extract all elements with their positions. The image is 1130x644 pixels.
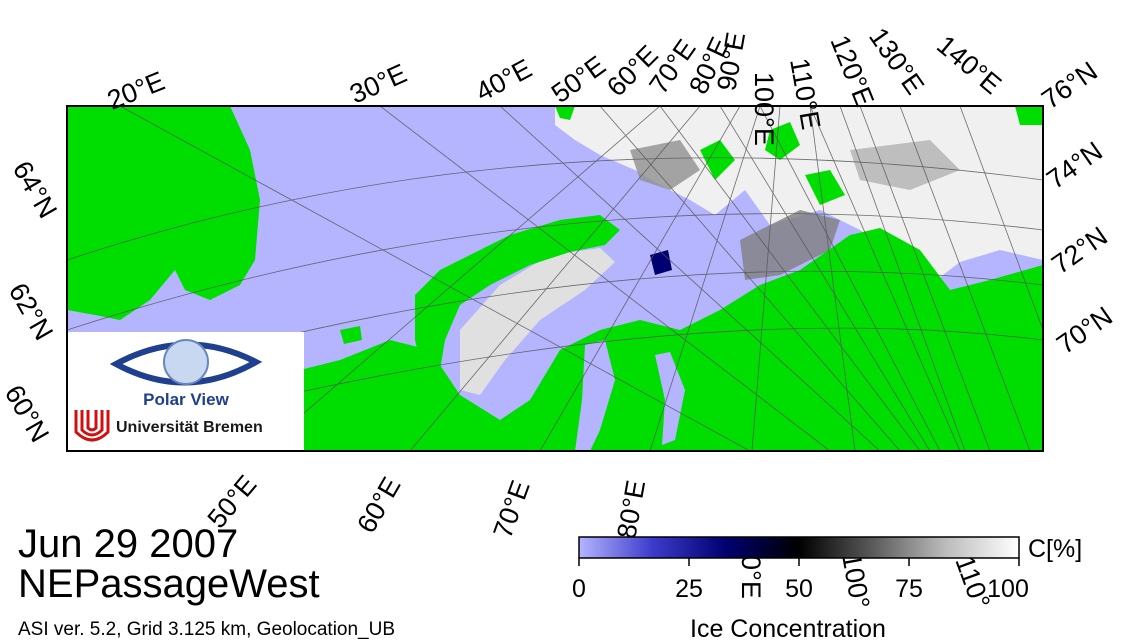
svalbard-land [555, 106, 575, 120]
longitude-label: 60°E [351, 472, 406, 538]
severnaya-zemlya [700, 140, 735, 180]
new-siberian-islands [1015, 106, 1043, 125]
date-title: Jun 29 2007 [18, 522, 239, 566]
graticule [67, 106, 1043, 451]
latitude-label: 62°N [3, 278, 59, 345]
ob-gulf-water [575, 340, 615, 451]
longitude-label: 40°E [471, 53, 537, 107]
island-1 [340, 326, 362, 344]
greenland-land [67, 106, 260, 320]
map-frame [66, 105, 1044, 452]
region-title: NEPassageWest [18, 562, 320, 606]
latitude-label: 64°N [7, 156, 63, 223]
colorbar [578, 536, 1020, 559]
logo-institution: Universität Bremen [116, 419, 263, 436]
yenisei-gulf-water [655, 352, 685, 445]
globe-icon [163, 339, 209, 385]
latitude-label: 60°N [0, 380, 55, 447]
logo-name: Polar View [143, 390, 229, 409]
pack-ice-gray-1 [630, 140, 700, 190]
polar-view-logo: Polar View Universität Bremen [68, 332, 304, 450]
colorbar-tick-label: 25 [675, 575, 703, 603]
kara-islands [650, 250, 672, 275]
latitude-label: 76°N [1036, 56, 1103, 115]
taimyr-peninsula [805, 170, 845, 205]
scandinavia-land [300, 228, 1043, 451]
colorbar-ticks [578, 558, 1020, 566]
legend-title: Ice Concentration [690, 615, 886, 643]
longitude-label: 100°E [749, 72, 779, 146]
longitude-label: 100° [836, 551, 875, 611]
uni-bremen-icon [74, 410, 110, 442]
latitude-label: 70°N [1051, 301, 1118, 360]
colorbar-tick-label: 75 [895, 575, 923, 603]
colorbar-unit: C[%] [1028, 535, 1083, 563]
longitude-label: 80°E [611, 478, 651, 541]
pack-ice-gray-2 [740, 210, 840, 280]
longitude-label: 140°E [931, 30, 1007, 100]
eye-icon [109, 341, 263, 386]
latitude-label: 74°N [1041, 136, 1108, 195]
longitude-label: 70°E [487, 476, 535, 542]
colorbar-tick-label: 50 [785, 575, 813, 603]
colorbar-tick-label: 100 [987, 575, 1029, 603]
latitude-label: 72°N [1046, 221, 1113, 280]
version-info: ASI ver. 5.2, Grid 3.125 km, Geolocation… [18, 619, 396, 640]
colorbar-tick-label: 0 [572, 575, 586, 603]
longitude-label: 30°E [345, 58, 411, 109]
